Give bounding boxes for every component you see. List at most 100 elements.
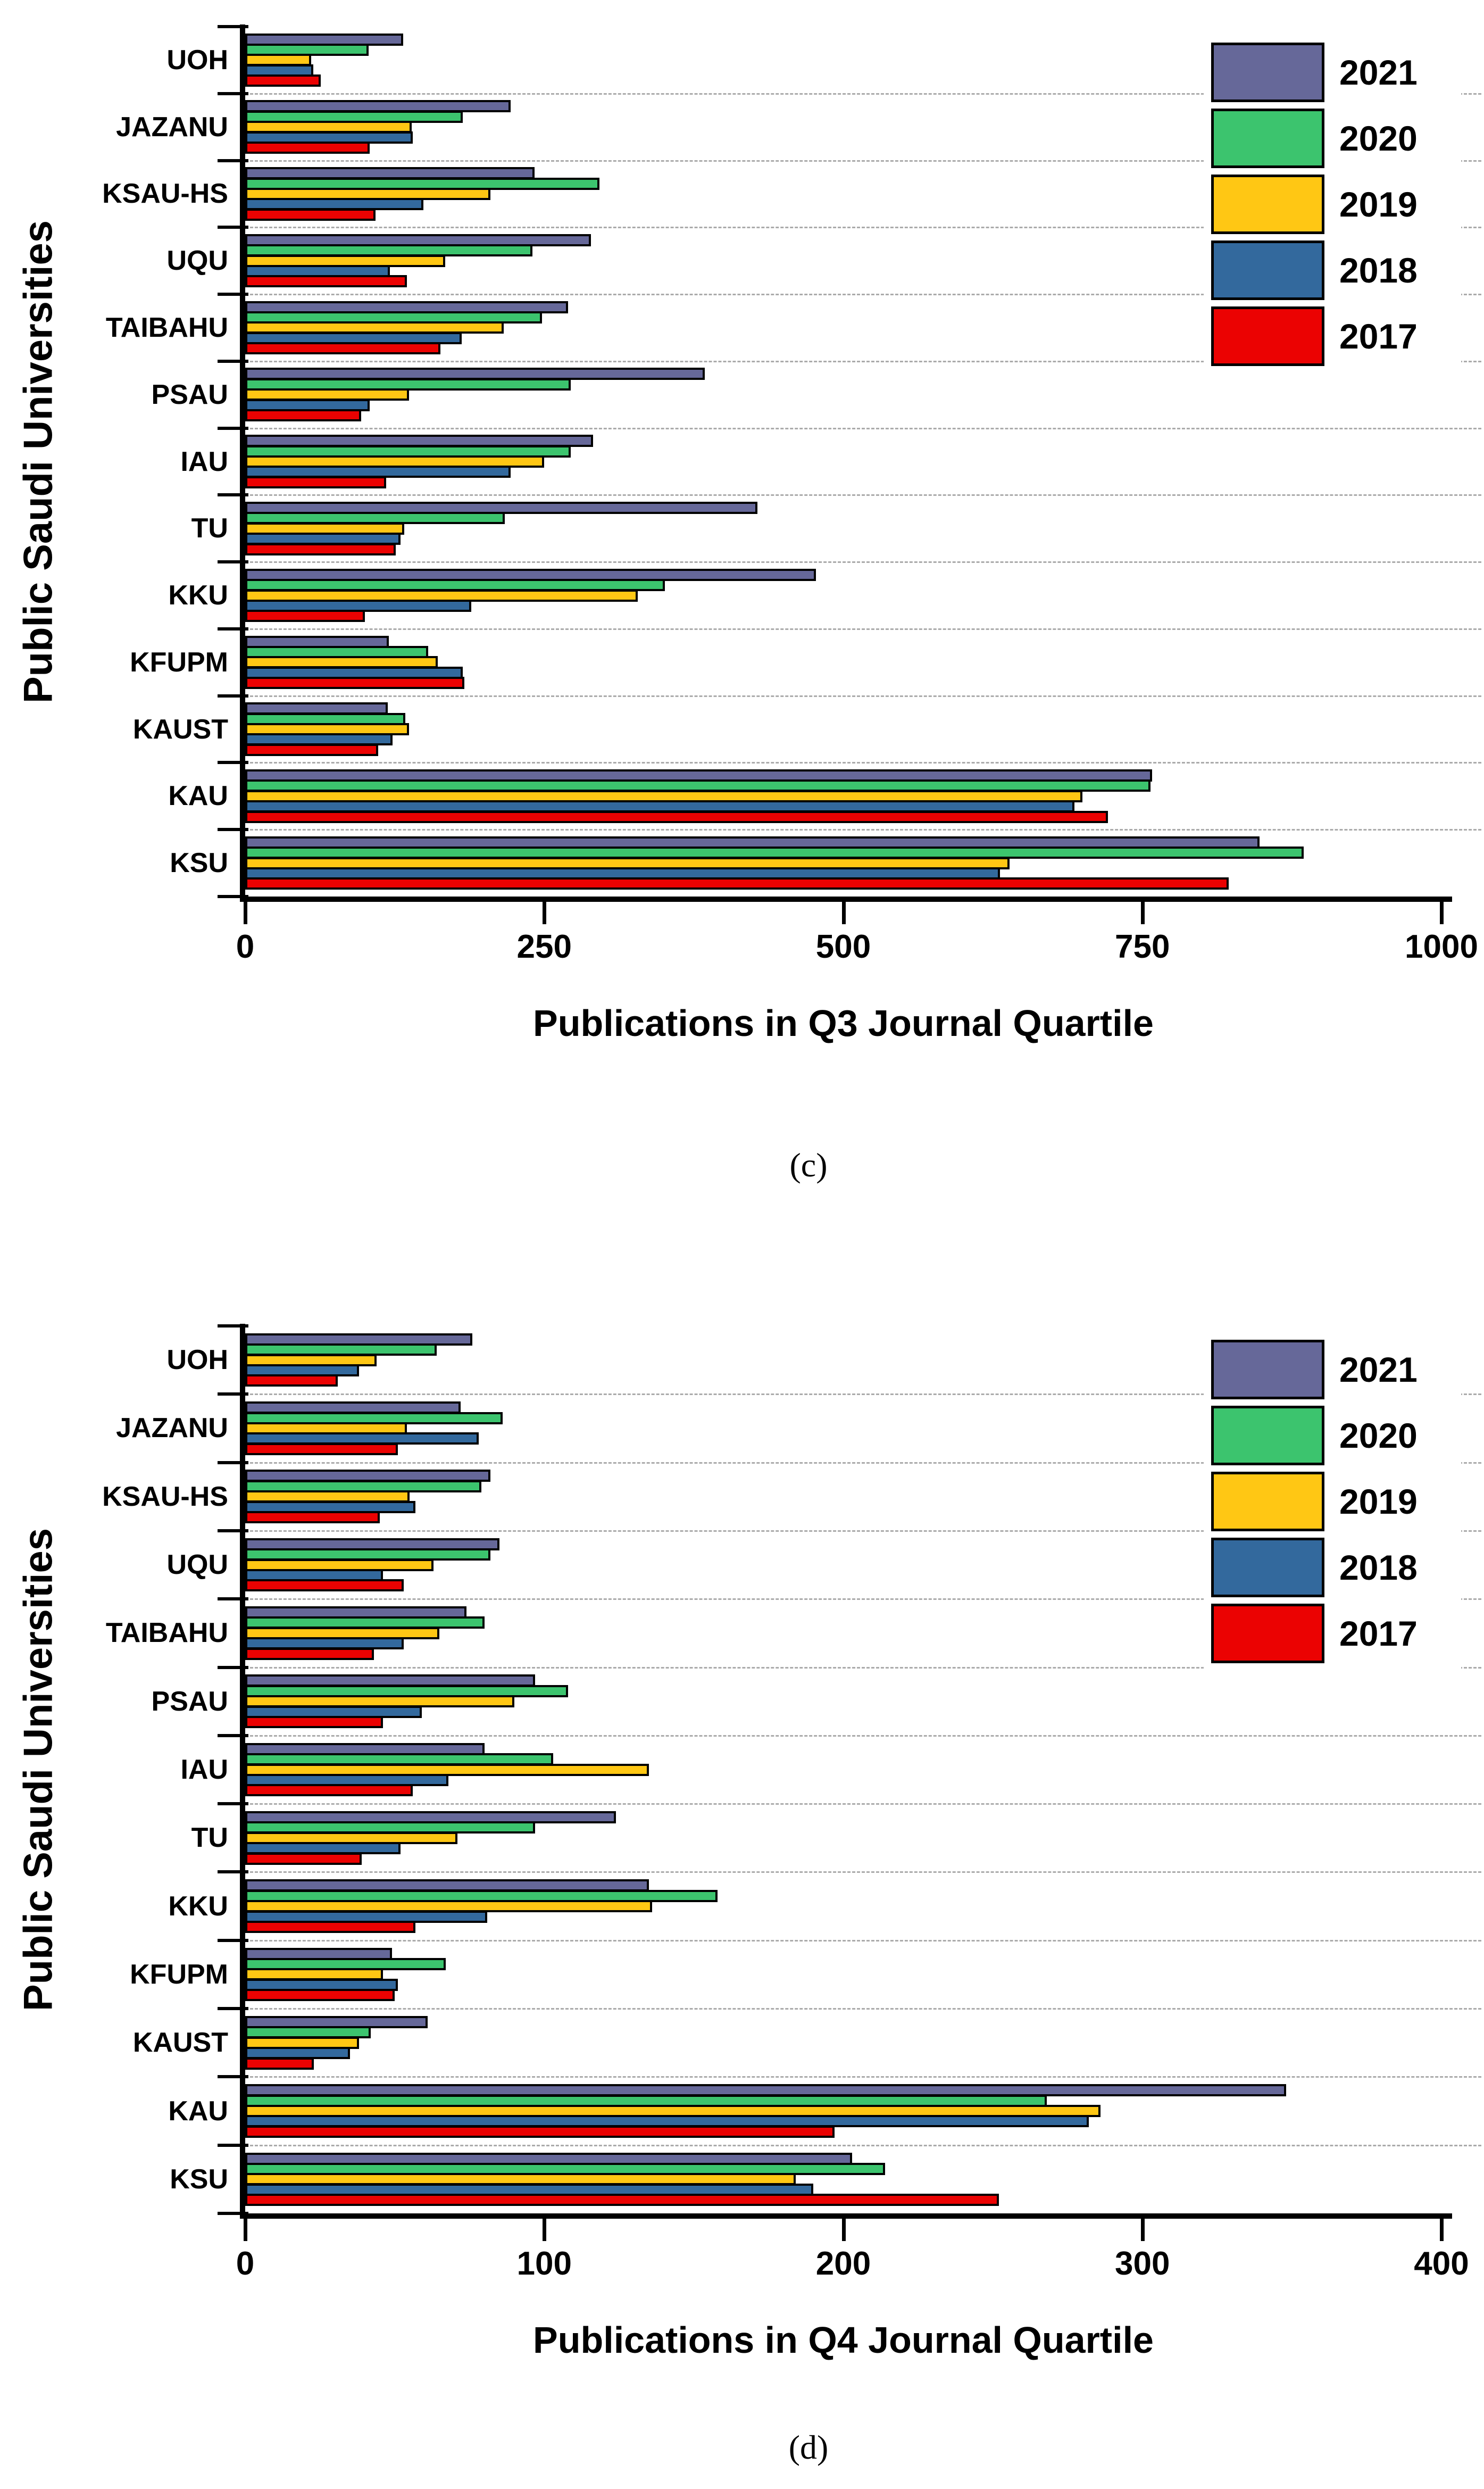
x-tick-label: 100 — [516, 2245, 572, 2282]
y-axis-tick — [218, 1802, 248, 1806]
group-separator-line — [245, 427, 1481, 429]
group-separator-line — [245, 360, 1481, 362]
bar-jazanu-2017 — [245, 141, 370, 154]
category-label-psau: PSAU — [151, 1686, 228, 1717]
group-separator-line — [245, 1393, 1481, 1396]
group-separator-line — [245, 1462, 1481, 1464]
category-label-kau: KAU — [168, 2095, 228, 2127]
legend-label-2017: 2017 — [1339, 317, 1418, 356]
x-axis-tick — [543, 902, 547, 924]
y-axis-tick — [218, 1461, 248, 1464]
category-label-kaust: KAUST — [132, 2027, 228, 2059]
x-axis-tick — [244, 2219, 247, 2241]
x-tick-label: 1000 — [1405, 928, 1478, 965]
bar-kau-2017 — [245, 810, 1108, 823]
category-label-tu: TU — [191, 513, 228, 544]
legend-swatch-2021 — [1211, 43, 1324, 102]
bar-tu-2017 — [245, 1852, 362, 1865]
y-axis-line — [240, 1324, 245, 2219]
x-axis-tick — [1140, 2219, 1145, 2241]
legend-label-2018: 2018 — [1339, 1548, 1418, 1587]
bar-uqu-2017 — [245, 1579, 404, 1592]
x-tick-label: 0 — [236, 928, 255, 965]
x-axis-title: Publications in Q3 Journal Quartile — [533, 1002, 1154, 1044]
legend-label-2021: 2021 — [1339, 53, 1418, 92]
y-axis-tick — [218, 2075, 248, 2079]
legend-swatch-2021 — [1211, 1340, 1324, 1399]
bar-taibahu-2017 — [245, 1647, 374, 1660]
category-label-kfupm: KFUPM — [130, 1959, 228, 1990]
category-label-psau: PSAU — [151, 379, 228, 410]
group-separator-line — [245, 829, 1481, 831]
category-label-ksau-hs: KSAU-HS — [102, 1481, 228, 1512]
y-axis-tick — [218, 1870, 248, 1874]
x-axis-tick — [543, 2219, 547, 2241]
bar-kaust-2017 — [245, 2057, 314, 2070]
bar-kku-2017 — [245, 1920, 416, 1933]
y-axis-tick — [218, 359, 248, 363]
legend-label-2020: 2020 — [1339, 119, 1418, 158]
category-label-iau: IAU — [180, 1754, 228, 1785]
category-label-iau: IAU — [180, 446, 228, 477]
x-tick-label: 500 — [815, 928, 871, 965]
legend-label-2018: 2018 — [1339, 251, 1418, 290]
x-axis-title: Publications in Q4 Journal Quartile — [533, 2319, 1154, 2361]
y-axis-title: Public Saudi Universities — [15, 220, 61, 703]
x-axis-tick — [1440, 2219, 1444, 2241]
y-axis-tick — [218, 25, 248, 28]
y-axis-tick — [218, 493, 248, 497]
group-separator-line — [245, 561, 1481, 563]
group-separator-line — [245, 2144, 1481, 2146]
bar-psau-2017 — [245, 409, 362, 422]
group-separator-line — [245, 695, 1481, 697]
category-label-ksu: KSU — [170, 2163, 228, 2195]
y-axis-tick — [218, 1733, 248, 1737]
x-axis-tick — [1140, 902, 1145, 924]
x-tick-label: 300 — [1115, 2245, 1170, 2282]
bar-uqu-2017 — [245, 275, 407, 288]
bar-ksu-2017 — [245, 877, 1229, 890]
legend-label-2021: 2021 — [1339, 1350, 1418, 1389]
category-label-tu: TU — [191, 1822, 228, 1854]
bar-taibahu-2017 — [245, 342, 440, 355]
bar-iau-2017 — [245, 1784, 413, 1797]
y-axis-tick — [218, 560, 248, 564]
bar-kku-2017 — [245, 610, 365, 623]
legend-label-2019: 2019 — [1339, 185, 1418, 224]
legend-swatch-2020 — [1211, 1406, 1324, 1465]
x-axis-line — [240, 897, 1452, 902]
x-axis-tick — [244, 902, 247, 924]
bar-ksau-hs-2017 — [245, 208, 376, 221]
legend-swatch-2018 — [1211, 1538, 1324, 1597]
bar-iau-2017 — [245, 476, 387, 488]
y-axis-tick — [218, 426, 248, 430]
group-separator-line — [245, 1598, 1481, 1600]
y-axis-tick — [218, 761, 248, 765]
y-axis-tick — [218, 694, 248, 698]
group-separator-line — [245, 1939, 1481, 1942]
y-axis-tick — [218, 2007, 248, 2011]
group-separator-line — [245, 160, 1481, 162]
x-axis-tick — [1440, 902, 1444, 924]
bar-ksu-2017 — [245, 2194, 999, 2206]
bar-uoh-2017 — [245, 1374, 338, 1387]
group-separator-line — [245, 1803, 1481, 1805]
category-label-uoh: UOH — [166, 44, 228, 76]
bar-tu-2017 — [245, 543, 396, 555]
category-label-uqu: UQU — [166, 1549, 228, 1581]
legend-swatch-2018 — [1211, 240, 1324, 300]
group-separator-line — [245, 1735, 1481, 1737]
x-tick-label: 200 — [815, 2245, 871, 2282]
group-separator-line — [245, 1871, 1481, 1873]
bar-psau-2017 — [245, 1715, 383, 1728]
bar-kfupm-2017 — [245, 677, 464, 690]
y-axis-line — [240, 24, 245, 902]
bar-kaust-2017 — [245, 743, 378, 756]
category-label-ksau-hs: KSAU-HS — [102, 178, 228, 210]
x-tick-label: 250 — [516, 928, 572, 965]
x-tick-label: 0 — [236, 2245, 255, 2282]
group-separator-line — [245, 227, 1481, 229]
panel-label: (d) — [788, 2428, 829, 2466]
category-label-kku: KKU — [168, 1890, 228, 1922]
